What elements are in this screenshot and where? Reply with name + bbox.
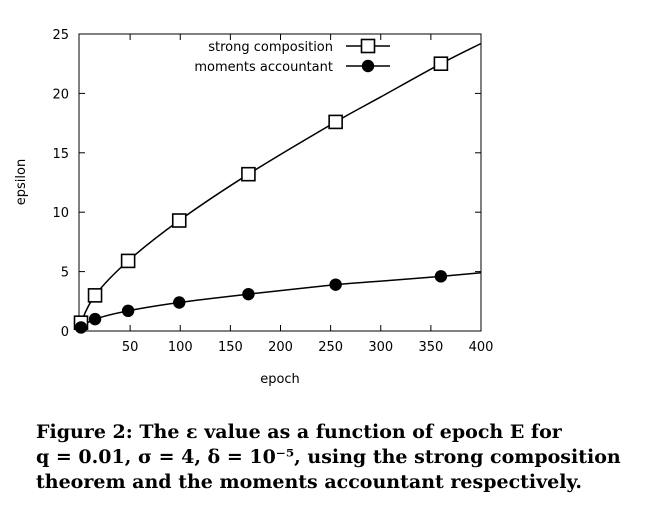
y-tick-label: 5 xyxy=(61,266,69,281)
series-lines xyxy=(78,42,482,332)
data-point-moments-accountant xyxy=(74,321,88,334)
data-point-strong-composition xyxy=(120,253,136,269)
x-tick-label: 300 xyxy=(368,340,393,355)
data-point-moments-accountant xyxy=(121,304,135,318)
epsilon-vs-epoch-chart: 50 100 150 200 250 300 350 400 0 5 10 15 20 25 epoch… xyxy=(14,28,494,387)
data-point-strong-composition xyxy=(87,288,103,303)
y-tick-label: 25 xyxy=(52,28,69,43)
series-markers xyxy=(73,56,449,334)
x-tick-label: 250 xyxy=(318,340,343,355)
legend-marker xyxy=(361,59,375,73)
data-point-strong-composition xyxy=(171,213,187,228)
data-point-moments-accountant xyxy=(434,270,448,283)
y-tick-label: 10 xyxy=(52,206,69,221)
x-tick-label: 350 xyxy=(418,340,443,355)
y-tick-label: 15 xyxy=(52,147,69,162)
data-point-strong-composition xyxy=(433,56,449,72)
x-tick-label: 400 xyxy=(469,340,494,355)
data-point-strong-composition xyxy=(328,114,343,130)
series-line-strong-composition xyxy=(78,42,482,332)
x-tick-label: 100 xyxy=(168,340,193,355)
legend-label-moments-accountant: moments accountant xyxy=(194,60,333,75)
data-point-moments-accountant xyxy=(242,287,255,301)
y-axis-ticks: 0 5 10 15 20 25 xyxy=(52,28,481,340)
legend-marker xyxy=(360,38,376,54)
figure-caption: Figure 2: The ε value as a function of e… xyxy=(36,420,646,495)
x-tick-label: 150 xyxy=(218,340,243,355)
x-axis-ticks: 50 100 150 200 250 300 350 400 xyxy=(122,34,494,355)
caption-line-3: theorem and the moments accountant respe… xyxy=(36,471,582,493)
data-point-moments-accountant xyxy=(88,312,102,326)
data-point-moments-accountant xyxy=(329,278,342,291)
x-axis-label: epoch xyxy=(260,372,300,387)
x-tick-label: 200 xyxy=(268,340,293,355)
data-point-strong-composition xyxy=(241,166,256,182)
legend: strong composition moments accountant xyxy=(194,38,390,75)
caption-label: Figure 2: xyxy=(36,421,133,443)
y-tick-label: 0 xyxy=(61,325,69,340)
y-tick-label: 20 xyxy=(52,87,69,102)
x-tick-label: 50 xyxy=(122,340,139,355)
data-point-moments-accountant xyxy=(173,296,186,309)
caption-line-1: The ε value as a function of epoch E for xyxy=(139,421,562,443)
caption-line-2: q = 0.01, σ = 4, δ = 10⁻⁵, using the str… xyxy=(36,446,621,468)
legend-label-strong-composition: strong composition xyxy=(208,40,333,55)
plot-frame xyxy=(78,33,482,332)
series-line-moments-accountant xyxy=(78,272,482,332)
y-axis-label: epsilon xyxy=(14,159,29,205)
